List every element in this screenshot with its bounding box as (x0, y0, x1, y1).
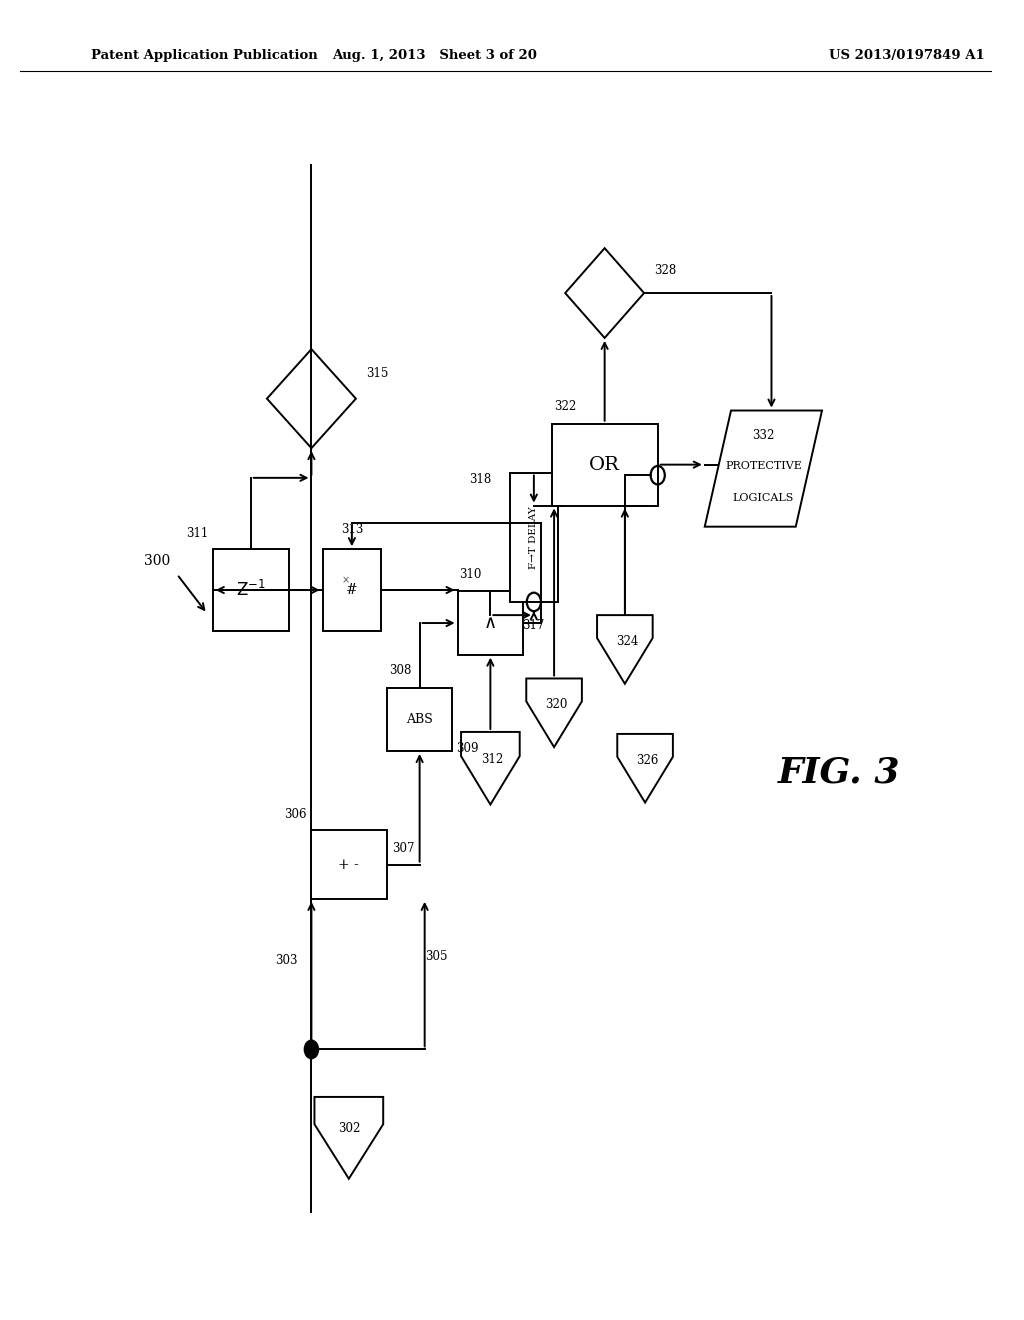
Polygon shape (617, 734, 673, 803)
Text: Aug. 1, 2013   Sheet 3 of 20: Aug. 1, 2013 Sheet 3 of 20 (333, 49, 538, 62)
Text: 318: 318 (469, 473, 492, 486)
Text: 311: 311 (186, 527, 209, 540)
Text: 322: 322 (555, 400, 577, 413)
Bar (552, 424, 657, 506)
Bar (213, 549, 289, 631)
Text: + -: + - (339, 858, 359, 871)
Text: 313: 313 (341, 523, 364, 536)
Text: 303: 303 (274, 954, 297, 968)
Bar (387, 688, 453, 751)
Text: LOGICALS: LOGICALS (733, 492, 794, 503)
Text: 320: 320 (545, 698, 567, 711)
Text: Patent Application Publication: Patent Application Publication (91, 49, 317, 62)
Text: F→T DELAY: F→T DELAY (529, 506, 539, 569)
Text: 326: 326 (636, 754, 658, 767)
Text: 302: 302 (338, 1122, 360, 1134)
Text: ∧: ∧ (483, 614, 497, 632)
Text: $\mathsf{Z}^{-1}$: $\mathsf{Z}^{-1}$ (236, 579, 265, 601)
Text: 307: 307 (392, 842, 415, 855)
Text: 324: 324 (615, 635, 638, 648)
Text: US 2013/0197849 A1: US 2013/0197849 A1 (829, 49, 985, 62)
Text: FIG. 3: FIG. 3 (778, 755, 900, 789)
Text: #: # (346, 583, 357, 597)
Text: 300: 300 (143, 554, 170, 568)
Text: 305: 305 (426, 950, 449, 964)
Text: 328: 328 (654, 264, 677, 277)
Polygon shape (314, 1097, 383, 1179)
Polygon shape (461, 731, 520, 805)
Text: OR: OR (589, 455, 621, 474)
Text: ×: × (342, 576, 350, 586)
Text: ABS: ABS (407, 713, 433, 726)
Bar (323, 549, 381, 631)
Text: 332: 332 (753, 429, 774, 442)
Bar (311, 830, 387, 899)
Text: 315: 315 (366, 367, 388, 380)
Text: PROTECTIVE: PROTECTIVE (725, 461, 802, 471)
Polygon shape (597, 615, 652, 684)
Bar (458, 591, 523, 655)
Polygon shape (526, 678, 582, 747)
Text: 312: 312 (481, 752, 504, 766)
Polygon shape (267, 350, 356, 449)
Bar (510, 473, 558, 602)
Text: 306: 306 (285, 808, 307, 821)
Text: 317: 317 (521, 619, 544, 632)
Polygon shape (565, 248, 644, 338)
Polygon shape (705, 411, 822, 527)
Text: 309: 309 (457, 742, 479, 755)
Circle shape (304, 1040, 318, 1059)
Text: 310: 310 (460, 568, 482, 581)
Text: 308: 308 (389, 664, 412, 677)
